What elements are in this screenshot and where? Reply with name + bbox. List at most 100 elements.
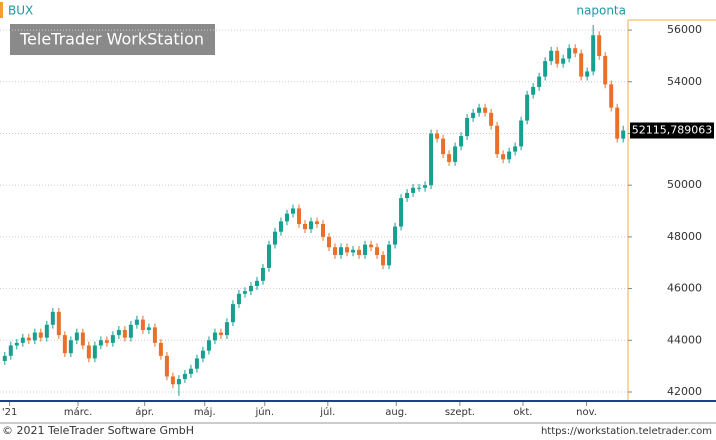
candle-body	[405, 192, 410, 199]
candle-body	[417, 187, 422, 189]
candle-body	[146, 327, 151, 330]
candle-body	[513, 146, 518, 152]
candle-body	[465, 117, 470, 137]
candle-body	[333, 247, 338, 255]
candle-body	[345, 247, 350, 253]
x-tick-label: ápr.	[135, 406, 154, 418]
y-tick-label: 56000	[667, 23, 702, 36]
candle-body	[200, 350, 205, 359]
watermark-box	[10, 24, 215, 55]
candle-body	[26, 337, 31, 341]
watermark: TeleTrader WorkStation	[19, 30, 204, 49]
candle-body	[525, 94, 530, 121]
candle-body	[2, 355, 7, 361]
x-tick-label: szept.	[445, 407, 475, 418]
candle-body	[501, 154, 506, 160]
candle-body	[116, 329, 121, 336]
candle-body	[182, 373, 187, 380]
candle-body	[164, 355, 169, 377]
candle-body	[218, 332, 223, 336]
candle-body	[579, 53, 584, 77]
candle-body	[134, 319, 139, 325]
x-tick-label: júl.	[319, 406, 335, 418]
symbol: BUX	[8, 4, 33, 18]
candle-body	[375, 247, 380, 255]
x-tick-label: okt.	[513, 407, 532, 418]
candle-body	[110, 335, 115, 343]
candle-body	[194, 358, 199, 369]
candle-body	[140, 319, 145, 330]
candle-body	[296, 208, 301, 224]
candle-body	[567, 48, 572, 59]
candle-body	[206, 340, 211, 351]
candle-body	[104, 340, 109, 343]
candle-body	[20, 337, 25, 343]
candle-body	[321, 223, 326, 237]
candle-body	[278, 221, 283, 232]
candle-body	[290, 208, 295, 214]
candle-body	[212, 332, 217, 341]
candle-body	[98, 340, 103, 346]
x-tick-label: jún.	[254, 406, 274, 418]
candle-body	[363, 244, 368, 255]
candle-body	[74, 332, 79, 341]
candle-body	[170, 376, 175, 385]
y-tick-label: 44000	[667, 333, 702, 346]
candle-body	[543, 61, 548, 77]
candle-body	[477, 107, 482, 113]
candle-body	[483, 107, 488, 113]
candle-body	[122, 329, 127, 338]
candle-body	[50, 311, 55, 325]
y-tick-label: 46000	[667, 282, 702, 295]
candle-body	[369, 244, 374, 248]
candle-body	[429, 133, 434, 186]
x-tick-label: márc.	[64, 406, 92, 418]
candle-body	[248, 286, 253, 292]
candle-body	[561, 58, 566, 64]
candle-body	[38, 332, 43, 338]
y-tick-label: 48000	[667, 230, 702, 243]
last-price-label: 52115,789063	[632, 123, 712, 136]
candle-body	[32, 332, 37, 341]
candle-body	[176, 379, 181, 385]
candle-body	[357, 249, 362, 255]
candle-body	[230, 304, 235, 323]
candle-body	[549, 50, 554, 62]
candle-body	[158, 342, 163, 356]
candle-body	[152, 327, 157, 343]
x-tick-label: máj.	[194, 406, 216, 418]
y-tick-label: 42000	[667, 385, 702, 398]
candle-body	[585, 71, 590, 77]
candle-body	[128, 324, 133, 338]
candle-body	[86, 345, 91, 359]
candle-body	[591, 35, 596, 72]
candle-body	[387, 244, 392, 266]
candle-body	[381, 254, 386, 266]
candle-body	[224, 322, 229, 336]
candle-body	[555, 50, 560, 64]
candle-body	[188, 368, 193, 374]
candle-body	[327, 236, 332, 248]
candle-body	[236, 293, 241, 305]
candle-body	[266, 244, 271, 268]
candle-body	[573, 48, 578, 54]
candle-body	[447, 154, 452, 162]
candle-body	[441, 138, 446, 155]
candle-body	[56, 311, 61, 336]
y-tick-label: 50000	[667, 178, 702, 191]
candle-body	[302, 223, 307, 230]
copyright: © 2021 TeleTrader Software GmbH	[2, 424, 194, 437]
candle-body	[471, 112, 476, 118]
url: https://workstation.teletrader.com	[541, 426, 712, 437]
candle-body	[507, 151, 512, 160]
candle-body	[339, 247, 344, 255]
candle-body	[537, 76, 542, 87]
candle-body	[399, 198, 404, 227]
y-tick-label: 54000	[667, 75, 702, 88]
candle-body	[308, 221, 313, 230]
candle-body	[453, 146, 458, 162]
candle-body	[242, 291, 247, 294]
x-tick-label: aug.	[385, 407, 407, 418]
